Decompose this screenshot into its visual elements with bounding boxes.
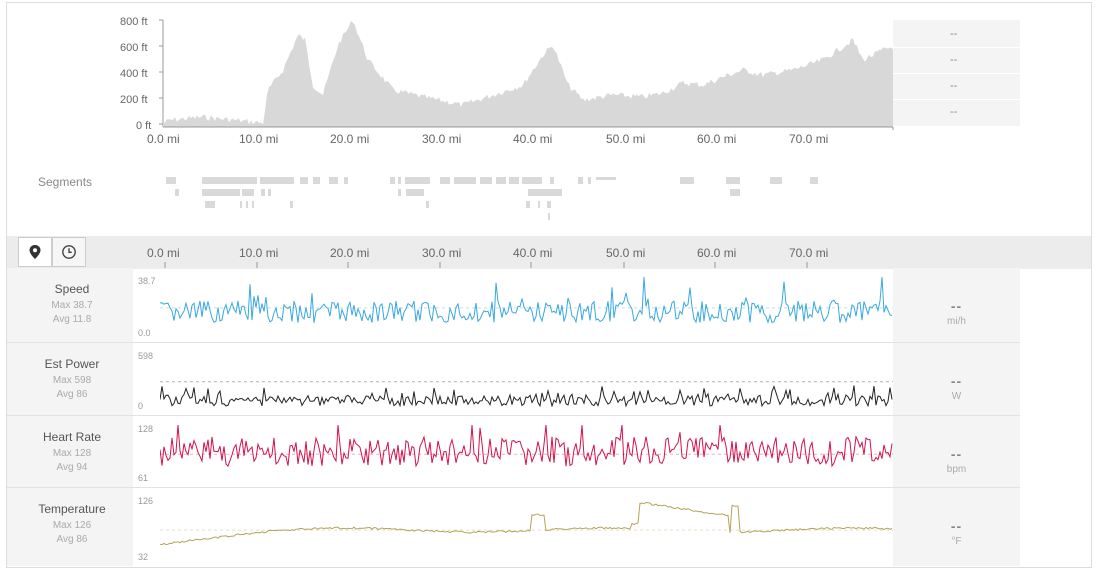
toolbar-x-tick: 20.0 mi [330, 246, 370, 260]
stream-value-panel [893, 488, 1020, 566]
time-mode-button[interactable] [52, 237, 86, 267]
stream-top-value: 126 [138, 496, 154, 506]
stream-chart-temp[interactable] [160, 496, 895, 558]
stream-bottom-value: 0 [138, 401, 144, 411]
stream-max: Max 38.7 [51, 300, 93, 311]
stream-current: -- W [893, 373, 1020, 402]
elevation-side-value: -- [950, 54, 958, 66]
elevation-x-tick: 10.0 mi [239, 132, 279, 146]
stream-top-value: 38.7 [138, 276, 156, 286]
stream-label-power: Est Power Max 598 Avg 86 [6, 357, 138, 402]
stream-label-panel [7, 268, 133, 342]
stream-max: Max 128 [52, 448, 92, 459]
toolbar-x-tick: 50.0 mi [606, 246, 646, 260]
stream-chart-heart[interactable] [160, 424, 895, 479]
elevation-x-tick: 60.0 mi [697, 132, 737, 146]
stream-label-panel [7, 343, 133, 415]
segments-label: Segments [38, 175, 93, 189]
stream-toolbar [7, 236, 1091, 269]
elevation-side-value: -- [950, 28, 958, 40]
stream-current: -- mi/h [893, 298, 1020, 327]
distance-mode-button[interactable] [18, 237, 52, 267]
toolbar-x-tick: 10.0 mi [239, 246, 279, 260]
panel-frame [6, 2, 1092, 568]
stream-max: Max 598 [52, 375, 92, 386]
stream-unit: bpm [946, 464, 967, 475]
elevation-area [163, 20, 893, 127]
map-pin-icon [29, 245, 41, 259]
stream-avg: Avg 86 [56, 389, 88, 400]
toolbar-x-tick: 30.0 mi [422, 246, 462, 260]
stream-label-heart: Heart Rate Max 128 Avg 94 [6, 430, 138, 475]
stream-label-panel [7, 488, 133, 566]
stream-top-value: 598 [138, 351, 154, 361]
stream-label-temp: Temperature Max 126 Avg 86 [6, 502, 138, 547]
stream-value-panel [893, 343, 1020, 415]
elevation-x-tick: 40.0 mi [513, 132, 553, 146]
elevation-y-tick: 400 ft [120, 68, 148, 80]
stream-line [160, 424, 893, 468]
stream-line [160, 501, 893, 546]
stream-name: Heart Rate [42, 430, 102, 444]
stream-top-value: 128 [138, 424, 154, 434]
stream-avg: Avg 94 [56, 462, 88, 473]
stream-current-value: -- [950, 446, 963, 462]
stream-line [160, 276, 893, 324]
elevation-side-value: -- [950, 106, 958, 118]
elevation-y-tick: 0 ft [136, 120, 152, 132]
elevation-chart[interactable] [155, 15, 895, 130]
toolbar-ticks [164, 262, 808, 268]
stream-current: -- bpm [893, 446, 1020, 475]
elevation-x-tick: 50.0 mi [606, 132, 646, 146]
clock-icon [62, 245, 76, 259]
stream-unit: mi/h [947, 316, 966, 327]
toolbar-x-tick: 60.0 mi [697, 246, 737, 260]
stream-bottom-value: 32 [138, 552, 149, 562]
stream-max: Max 126 [52, 520, 92, 531]
elevation-x-tick: 70.0 mi [789, 132, 829, 146]
stream-value-panel [893, 416, 1020, 487]
elevation-x-tick: 20.0 mi [330, 132, 370, 146]
stream-current-value: -- [950, 518, 963, 534]
elevation-x-tick: 30.0 mi [422, 132, 462, 146]
elevation-x-tick: 0.0 mi [147, 132, 180, 146]
elevation-y-tick: 200 ft [120, 94, 148, 106]
stream-chart-speed[interactable] [160, 276, 895, 334]
stream-value-panel [893, 268, 1020, 342]
stream-name: Speed [54, 282, 90, 296]
stream-unit: °F [951, 536, 962, 547]
stream-unit: W [951, 391, 962, 402]
stream-avg: Avg 11.8 [52, 314, 92, 325]
stream-name: Est Power [44, 357, 100, 371]
toolbar-x-tick: 40.0 mi [513, 246, 553, 260]
stream-current-value: -- [950, 373, 963, 389]
stream-bottom-value: 61 [138, 473, 149, 483]
stream-avg: Avg 86 [56, 534, 88, 545]
stream-current: -- °F [893, 518, 1020, 547]
stream-name: Temperature [38, 502, 106, 516]
toolbar-x-tick: 70.0 mi [789, 246, 829, 260]
stream-chart-power[interactable] [160, 351, 895, 407]
stream-current-value: -- [950, 298, 963, 314]
segment-bars[interactable] [166, 177, 818, 220]
elevation-side-value: -- [950, 80, 958, 92]
stream-label-speed: Speed Max 38.7 Avg 11.8 [6, 282, 138, 327]
toolbar-x-tick: 0.0 mi [147, 246, 180, 260]
segments-track[interactable] [160, 172, 840, 224]
stream-label-panel [7, 416, 133, 487]
stream-line [160, 385, 893, 407]
elevation-y-tick: 600 ft [120, 42, 148, 54]
stream-bottom-value: 0.0 [138, 328, 151, 338]
elevation-y-tick: 800 ft [120, 16, 148, 28]
